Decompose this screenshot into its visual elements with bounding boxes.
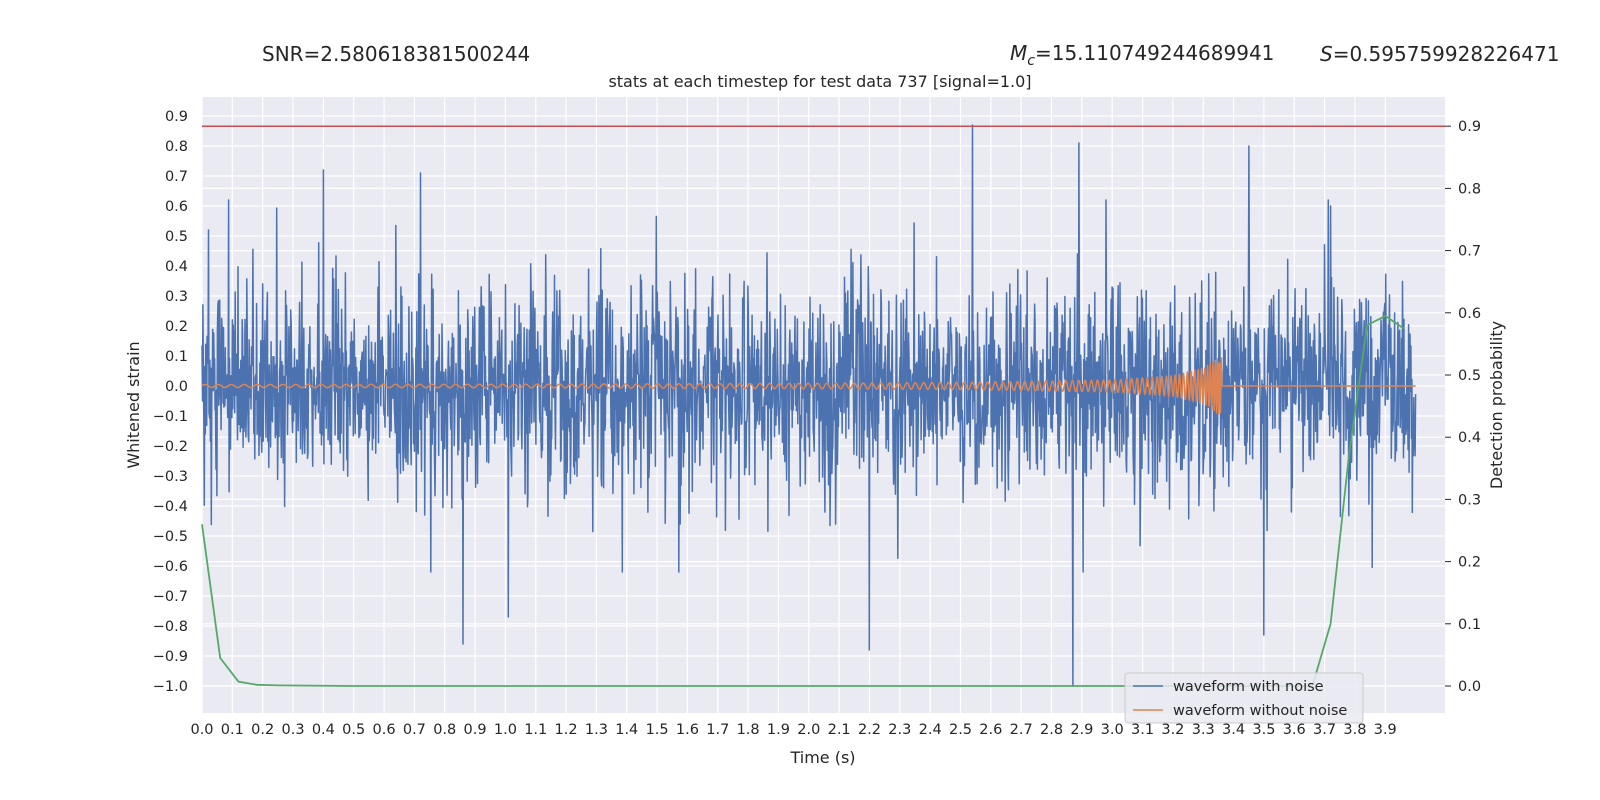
legend-label-noisy: waveform with noise bbox=[1173, 679, 1324, 695]
spin-annotation: S=0.595759928226471 bbox=[1320, 42, 1559, 66]
y-tick-label: 0.3 bbox=[165, 289, 188, 305]
legend: waveform with noise waveform without noi… bbox=[1124, 672, 1364, 724]
x-tick-label: 2.2 bbox=[858, 722, 881, 738]
y-tick-label: 0.9 bbox=[165, 109, 188, 125]
y2-tick-label: 0.3 bbox=[1458, 492, 1481, 508]
x-tick-label: 0.7 bbox=[403, 722, 426, 738]
y-tick-label: 0.1 bbox=[165, 349, 188, 365]
x-tick-label: 1.0 bbox=[494, 722, 517, 738]
x-tick-label: 2.8 bbox=[1040, 722, 1063, 738]
x-tick-label: 1.9 bbox=[767, 722, 790, 738]
x-tick-label: 1.7 bbox=[706, 722, 729, 738]
x-tick-label: 3.1 bbox=[1131, 722, 1154, 738]
y2-tick-label: 0.6 bbox=[1458, 306, 1481, 322]
y-tick-label: −0.8 bbox=[153, 619, 188, 635]
legend-box bbox=[1124, 672, 1364, 724]
y2-tick-label: 0.7 bbox=[1458, 244, 1481, 260]
x-tick-label: 1.8 bbox=[737, 722, 760, 738]
x-tick-label: 0.8 bbox=[433, 722, 456, 738]
x-tick-label: 2.0 bbox=[797, 722, 820, 738]
y2-tick-label: 0.0 bbox=[1458, 679, 1481, 695]
y-tick-label: 0.7 bbox=[165, 169, 188, 185]
x-tick-label: 0.5 bbox=[342, 722, 365, 738]
y-tick-label: −1.0 bbox=[153, 679, 188, 695]
y-tick-label: −0.2 bbox=[153, 439, 188, 455]
legend-label-clean: waveform without noise bbox=[1173, 703, 1347, 719]
y2-tick-label: 0.4 bbox=[1458, 430, 1481, 446]
x-tick-label: 0.9 bbox=[464, 722, 487, 738]
y2-tick-label: 0.9 bbox=[1458, 119, 1481, 135]
x-tick-label: 3.2 bbox=[1161, 722, 1184, 738]
x-tick-label: 3.9 bbox=[1374, 722, 1397, 738]
x-tick-label: 2.7 bbox=[1010, 722, 1033, 738]
y2-axis-label: Detection probability bbox=[1487, 321, 1506, 489]
x-tick-label: 3.8 bbox=[1343, 722, 1366, 738]
y2-tick-label: 0.5 bbox=[1458, 368, 1481, 384]
spin-symbol: S bbox=[1320, 42, 1333, 66]
x-tick-label: 3.5 bbox=[1252, 722, 1275, 738]
y2-tick-label: 0.8 bbox=[1458, 181, 1481, 197]
y-axis-label: Whitened strain bbox=[124, 341, 143, 468]
y-tick-label: 0.2 bbox=[165, 319, 188, 335]
y-tick-labels: 0.9 0.8 0.7 0.6 0.5 0.4 0.3 0.2 0.1 0.0 −0.1 −0.2 −0… bbox=[153, 109, 188, 695]
y-tick-label: 0.4 bbox=[165, 259, 188, 275]
spin-value: =0.595759928226471 bbox=[1333, 42, 1560, 66]
x-tick-label: 0.3 bbox=[281, 722, 304, 738]
x-tick-label: 1.1 bbox=[524, 722, 547, 738]
x-tick-label: 2.9 bbox=[1070, 722, 1093, 738]
y-tick-label: −0.9 bbox=[153, 649, 188, 665]
x-tick-label: 3.3 bbox=[1192, 722, 1215, 738]
x-tick-label: 2.1 bbox=[828, 722, 851, 738]
x-tick-label: 2.3 bbox=[888, 722, 911, 738]
y-tick-label: −0.4 bbox=[153, 499, 188, 515]
x-tick-label: 0.0 bbox=[190, 722, 213, 738]
detection-probability-line bbox=[201, 315, 1405, 687]
series-layer bbox=[201, 124, 1445, 687]
y-tick-label: −0.3 bbox=[153, 469, 188, 485]
x-tick-label: 3.7 bbox=[1313, 722, 1336, 738]
x-tick-label: 1.3 bbox=[585, 722, 608, 738]
chirp-mass-value: =15.110749244689941 bbox=[1035, 41, 1274, 65]
y-tick-label: 0.8 bbox=[165, 139, 188, 155]
y-tick-label: −0.5 bbox=[153, 529, 188, 545]
y2-tick-labels: 0.9 0.8 0.7 0.6 0.5 0.4 0.3 0.2 0.1 0.0 bbox=[1445, 119, 1481, 695]
chart-title: stats at each timestep for test data 737… bbox=[608, 72, 1031, 91]
snr-annotation: SNR=2.580618381500244 bbox=[262, 42, 530, 66]
x-tick-label: 3.6 bbox=[1283, 722, 1306, 738]
x-tick-label: 0.1 bbox=[221, 722, 244, 738]
y-tick-label: −0.1 bbox=[153, 409, 188, 425]
x-tick-label: 2.6 bbox=[979, 722, 1002, 738]
x-tick-label: 2.4 bbox=[919, 722, 942, 738]
y-tick-label: −0.6 bbox=[153, 559, 188, 575]
chirp-mass-symbol: M bbox=[1010, 41, 1027, 65]
x-tick-label: 1.2 bbox=[555, 722, 578, 738]
x-tick-label: 3.4 bbox=[1222, 722, 1245, 738]
y-tick-label: 0.6 bbox=[165, 199, 188, 215]
y2-tick-label: 0.1 bbox=[1458, 617, 1481, 633]
clean-waveform-line bbox=[201, 357, 1416, 415]
x-tick-labels: 0.0 0.1 0.2 0.3 0.4 0.5 0.6 0.7 0.8 0.9 1.0 1.1 1.2 1… bbox=[190, 722, 1396, 738]
x-tick-label: 1.4 bbox=[615, 722, 638, 738]
y-tick-label: 0.0 bbox=[165, 379, 188, 395]
x-tick-label: 3.0 bbox=[1101, 722, 1124, 738]
y-tick-label: −0.7 bbox=[153, 589, 188, 605]
y2-tick-label: 0.2 bbox=[1458, 555, 1481, 571]
chirp-mass-subscript: c bbox=[1027, 53, 1035, 69]
x-tick-label: 0.4 bbox=[312, 722, 335, 738]
x-tick-label: 2.5 bbox=[949, 722, 972, 738]
y-tick-label: 0.5 bbox=[165, 229, 188, 245]
x-tick-label: 1.5 bbox=[646, 722, 669, 738]
x-tick-label: 0.6 bbox=[373, 722, 396, 738]
x-axis-label: Time (s) bbox=[789, 748, 855, 767]
x-tick-label: 1.6 bbox=[676, 722, 699, 738]
chirp-mass-annotation: Mc=15.110749244689941 bbox=[1010, 41, 1274, 69]
x-tick-label: 0.2 bbox=[251, 722, 274, 738]
